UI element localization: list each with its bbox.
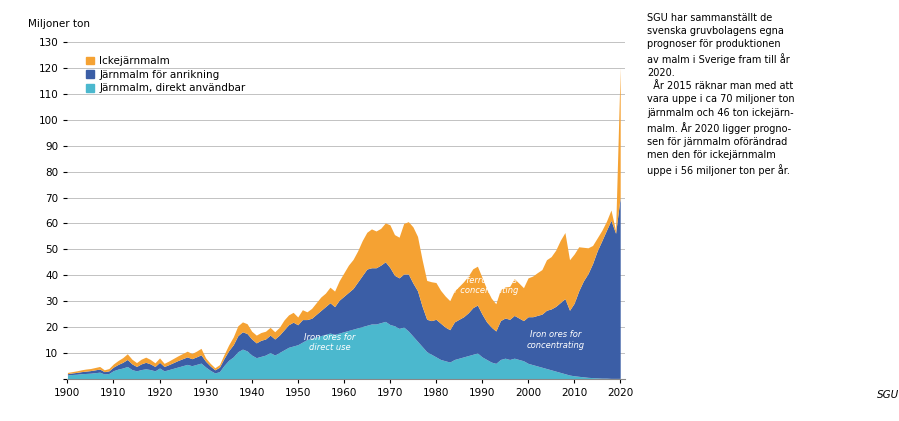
Text: SGU har sammanställt de
svenska gruvbolagens egna
prognoser för produktionen
av : SGU har sammanställt de svenska gruvbola…: [647, 13, 795, 176]
Text: SGU: SGU: [877, 390, 899, 400]
Legend: Ickejärnmalm, Järnmalm för anrikning, Järnmalm, direkt användbar: Ickejärnmalm, Järnmalm för anrikning, Jä…: [84, 54, 248, 96]
Text: Non ferrous ores
for concentrating: Non ferrous ores for concentrating: [446, 276, 518, 296]
Text: Iron ores for
direct use: Iron ores for direct use: [304, 333, 356, 352]
Text: Iron ores for
concentrating: Iron ores for concentrating: [527, 330, 584, 350]
Text: Miljoner ton: Miljoner ton: [29, 19, 91, 29]
